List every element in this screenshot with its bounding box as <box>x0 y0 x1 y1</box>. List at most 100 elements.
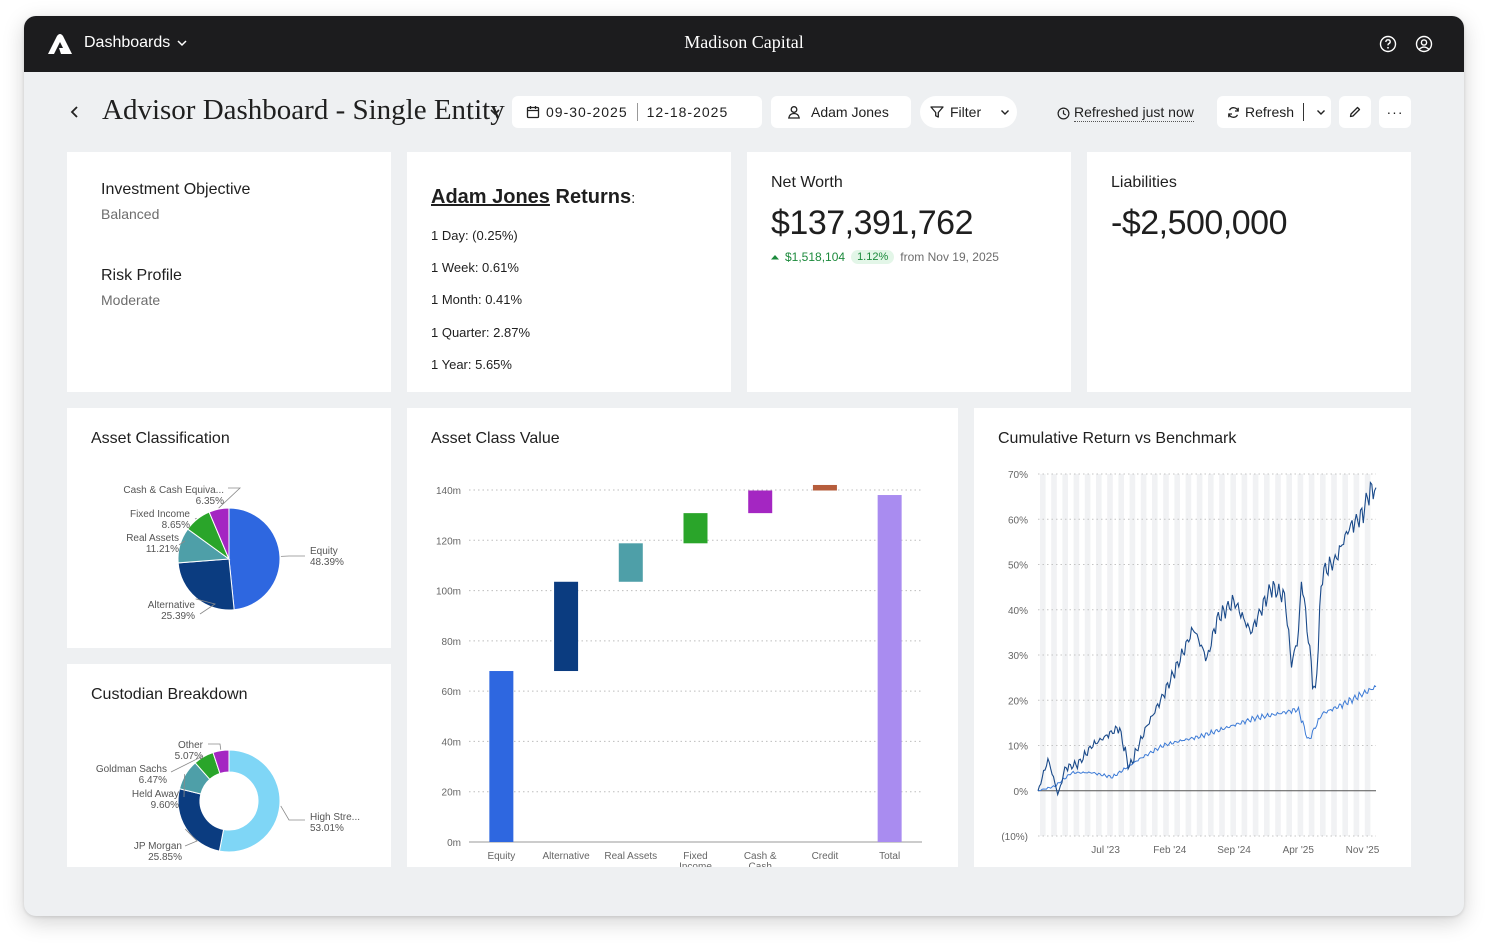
more-options-button[interactable]: ··· <box>1379 96 1411 128</box>
background-stripe <box>1073 474 1080 836</box>
y-tick-label: 140m <box>436 486 461 497</box>
returns-entity-link[interactable]: Adam Jones <box>431 186 550 208</box>
x-tick-label-fixed-income: Income <box>679 862 712 868</box>
entity-name: Adam Jones <box>811 104 889 120</box>
pie-label-high-stre: High Stre... <box>310 812 360 823</box>
more-options-icon: ··· <box>1386 104 1404 120</box>
background-stripe <box>1051 474 1057 836</box>
x-tick-label-fixed-income: Fixed <box>683 851 707 862</box>
return-1-day: 1 Day: (0.25%) <box>431 228 518 243</box>
background-stripe <box>1241 474 1248 836</box>
refresh-button[interactable]: Refresh <box>1217 96 1331 128</box>
logo-icon[interactable] <box>48 34 72 54</box>
chevron-down-icon <box>177 40 187 47</box>
calendar-icon <box>526 106 540 119</box>
pie-slice-equity <box>228 507 281 611</box>
returns-title: Adam Jones Returns: <box>431 186 635 209</box>
investment-objective-card: Investment Objective Balanced Risk Profi… <box>67 152 391 392</box>
pie-label-alternative: Alternative <box>148 600 196 611</box>
x-tick-label: Apr '25 <box>1283 845 1315 856</box>
date-range-picker[interactable]: 09-30-2025 12-18-2025 <box>512 96 762 128</box>
pie-value-jp-morgan: 25.85% <box>148 852 182 863</box>
pie-slice-jp-morgan <box>177 788 225 852</box>
bar-total <box>877 495 902 842</box>
clock-icon <box>1057 106 1070 120</box>
returns-title-colon: : <box>631 190 636 207</box>
pie-leader-line <box>184 828 198 847</box>
y-tick-label: 0m <box>447 838 461 849</box>
help-icon[interactable] <box>1378 34 1398 54</box>
background-stripe <box>1129 474 1136 836</box>
refresh-options-chevron-icon[interactable] <box>1315 106 1327 118</box>
x-tick-label-cash-cash-equivalent: Cash <box>749 862 772 868</box>
brand-name: Madison Capital <box>684 32 804 52</box>
date-end[interactable]: 12-18-2025 <box>646 104 729 120</box>
refresh-label: Refresh <box>1245 104 1295 120</box>
background-stripe <box>1331 474 1337 836</box>
title-chevron-down-icon[interactable] <box>488 105 502 119</box>
y-tick-label: 10% <box>1008 742 1028 753</box>
pie-value-cash-cash-equiva: 6.35% <box>196 496 224 507</box>
liabilities-card: Liabilities -$2,500,000 <box>1087 152 1411 392</box>
pie-slice-high-stre <box>218 749 281 853</box>
x-tick-label-equity: Equity <box>487 851 515 862</box>
filter-icon <box>930 106 944 118</box>
edit-button[interactable] <box>1339 96 1371 128</box>
y-tick-label: 60m <box>442 687 461 698</box>
y-tick-label: 80m <box>442 637 461 648</box>
background-stripe <box>1208 474 1214 836</box>
custodian-breakdown-card: Custodian Breakdown High Stre... 53.01% JP… <box>67 664 391 867</box>
entity-selector[interactable]: Adam Jones <box>771 96 911 128</box>
asset-class-value-card: Asset Class Value 0m 20m 40m 60m 80m 100m 120m… <box>407 408 958 867</box>
pie-leader-line <box>170 755 204 773</box>
pie-leader-line <box>208 743 222 750</box>
pie-slice-cash-cash-equiva <box>208 507 230 560</box>
date-start[interactable]: 09-30-2025 <box>546 104 628 120</box>
x-tick-label-alternative: Alternative <box>542 851 590 862</box>
filter-button[interactable]: Filter <box>920 96 1017 128</box>
asset-class-value-chart: 0m 20m 40m 60m 80m 100m 120m 140m Equity Alternat… <box>436 484 922 868</box>
x-tick-label: Feb '24 <box>1153 845 1186 856</box>
background-stripe <box>1230 474 1236 836</box>
y-tick-label: 40m <box>442 737 461 748</box>
cumulative-return-card: Cumulative Return vs Benchmark (10%) 0% 10… <box>974 408 1411 867</box>
pie-value-held-away: 9.60% <box>151 800 179 811</box>
custodian-breakdown-title: Custodian Breakdown <box>91 686 248 703</box>
cumulative-return-title: Cumulative Return vs Benchmark <box>998 430 1237 447</box>
liabilities-label: Liabilities <box>1111 174 1177 191</box>
pie-value-high-stre: 53.01% <box>310 823 344 834</box>
background-stripe <box>1118 474 1124 836</box>
x-tick-label: Sep '24 <box>1217 845 1251 856</box>
x-tick-label: Jul '23 <box>1091 845 1120 856</box>
liabilities-value: -$2,500,000 <box>1111 204 1288 242</box>
pie-leader-line <box>195 598 216 615</box>
y-tick-label: 120m <box>436 536 461 547</box>
back-chevron-icon[interactable] <box>66 103 84 121</box>
pie-label-real-assets: Real Assets <box>126 533 179 544</box>
net-worth-change-badge: 1.12% <box>851 250 895 264</box>
user-account-icon[interactable] <box>1414 34 1434 54</box>
date-separator <box>636 103 638 121</box>
portfolio-line <box>1037 481 1377 797</box>
background-stripe <box>1264 474 1270 836</box>
background-stripe <box>1286 474 1292 836</box>
cumulative-return-chart: (10%) 0% 10% 20% 30% 40% 50% 60% 70% Jul '23 Feb '… <box>1001 470 1379 856</box>
pie-value-equity: 48.39% <box>310 557 344 568</box>
y-tick-label: 70% <box>1008 470 1028 481</box>
return-1-month: 1 Month: 0.41% <box>431 292 523 307</box>
pie-label-held-away: Held Away <box>132 789 179 800</box>
refresh-icon <box>1228 106 1239 118</box>
pie-leader-line <box>194 517 197 520</box>
background-stripe <box>1196 474 1203 836</box>
investment-objective-value: Balanced <box>101 206 160 222</box>
pie-label-other: Other <box>178 740 204 751</box>
pie-value-alternative: 25.39% <box>161 611 195 622</box>
background-stripe <box>1185 474 1192 836</box>
dashboards-menu[interactable]: Dashboards <box>84 34 188 52</box>
y-tick-label: 30% <box>1008 651 1028 662</box>
refresh-status-text: Refreshed just now <box>1074 104 1194 122</box>
pie-label-equity: Equity <box>310 546 338 557</box>
risk-profile-label: Risk Profile <box>101 267 182 284</box>
net-worth-change-amount: $1,518,104 <box>785 250 846 264</box>
